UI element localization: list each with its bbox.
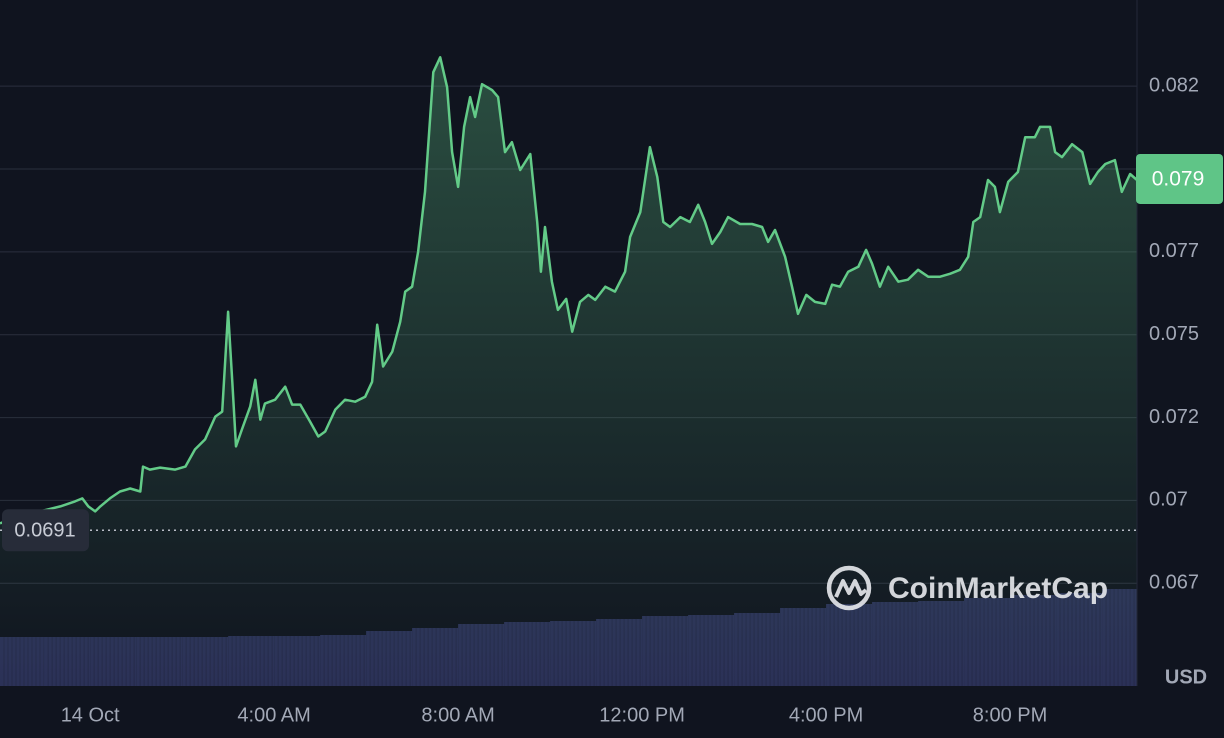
x-tick-label: 4:00 PM — [789, 704, 863, 726]
y-tick-label: 0.072 — [1149, 406, 1199, 428]
x-tick-label: 8:00 PM — [973, 704, 1047, 726]
watermark-text: CoinMarketCap — [888, 572, 1108, 605]
baseline-label-bg — [2, 509, 89, 552]
y-tick-label: 0.077 — [1149, 240, 1199, 262]
price-line — [0, 56, 1138, 525]
y-tick-label: 0.07 — [1149, 489, 1188, 511]
y-tick-label: 0.075 — [1149, 323, 1199, 345]
watermark: CoinMarketCap — [826, 565, 1108, 611]
x-tick-label: 8:00 AM — [421, 704, 494, 726]
x-tick-label: 14 Oct — [61, 704, 120, 726]
currency-label: USD — [1165, 666, 1207, 688]
y-tick-label: 0.082 — [1149, 74, 1199, 96]
current-price-bg — [1136, 153, 1223, 204]
x-tick-label: 4:00 AM — [237, 704, 310, 726]
price-area — [0, 57, 1137, 687]
y-tick-label: 0.067 — [1149, 572, 1199, 594]
current-price-label: 0.079 — [1152, 168, 1205, 191]
logo-ring — [826, 565, 872, 611]
x-tick-label: 12:00 PM — [599, 704, 685, 726]
logo-wave — [834, 579, 868, 598]
baseline-label: 0.0691 — [14, 520, 75, 542]
